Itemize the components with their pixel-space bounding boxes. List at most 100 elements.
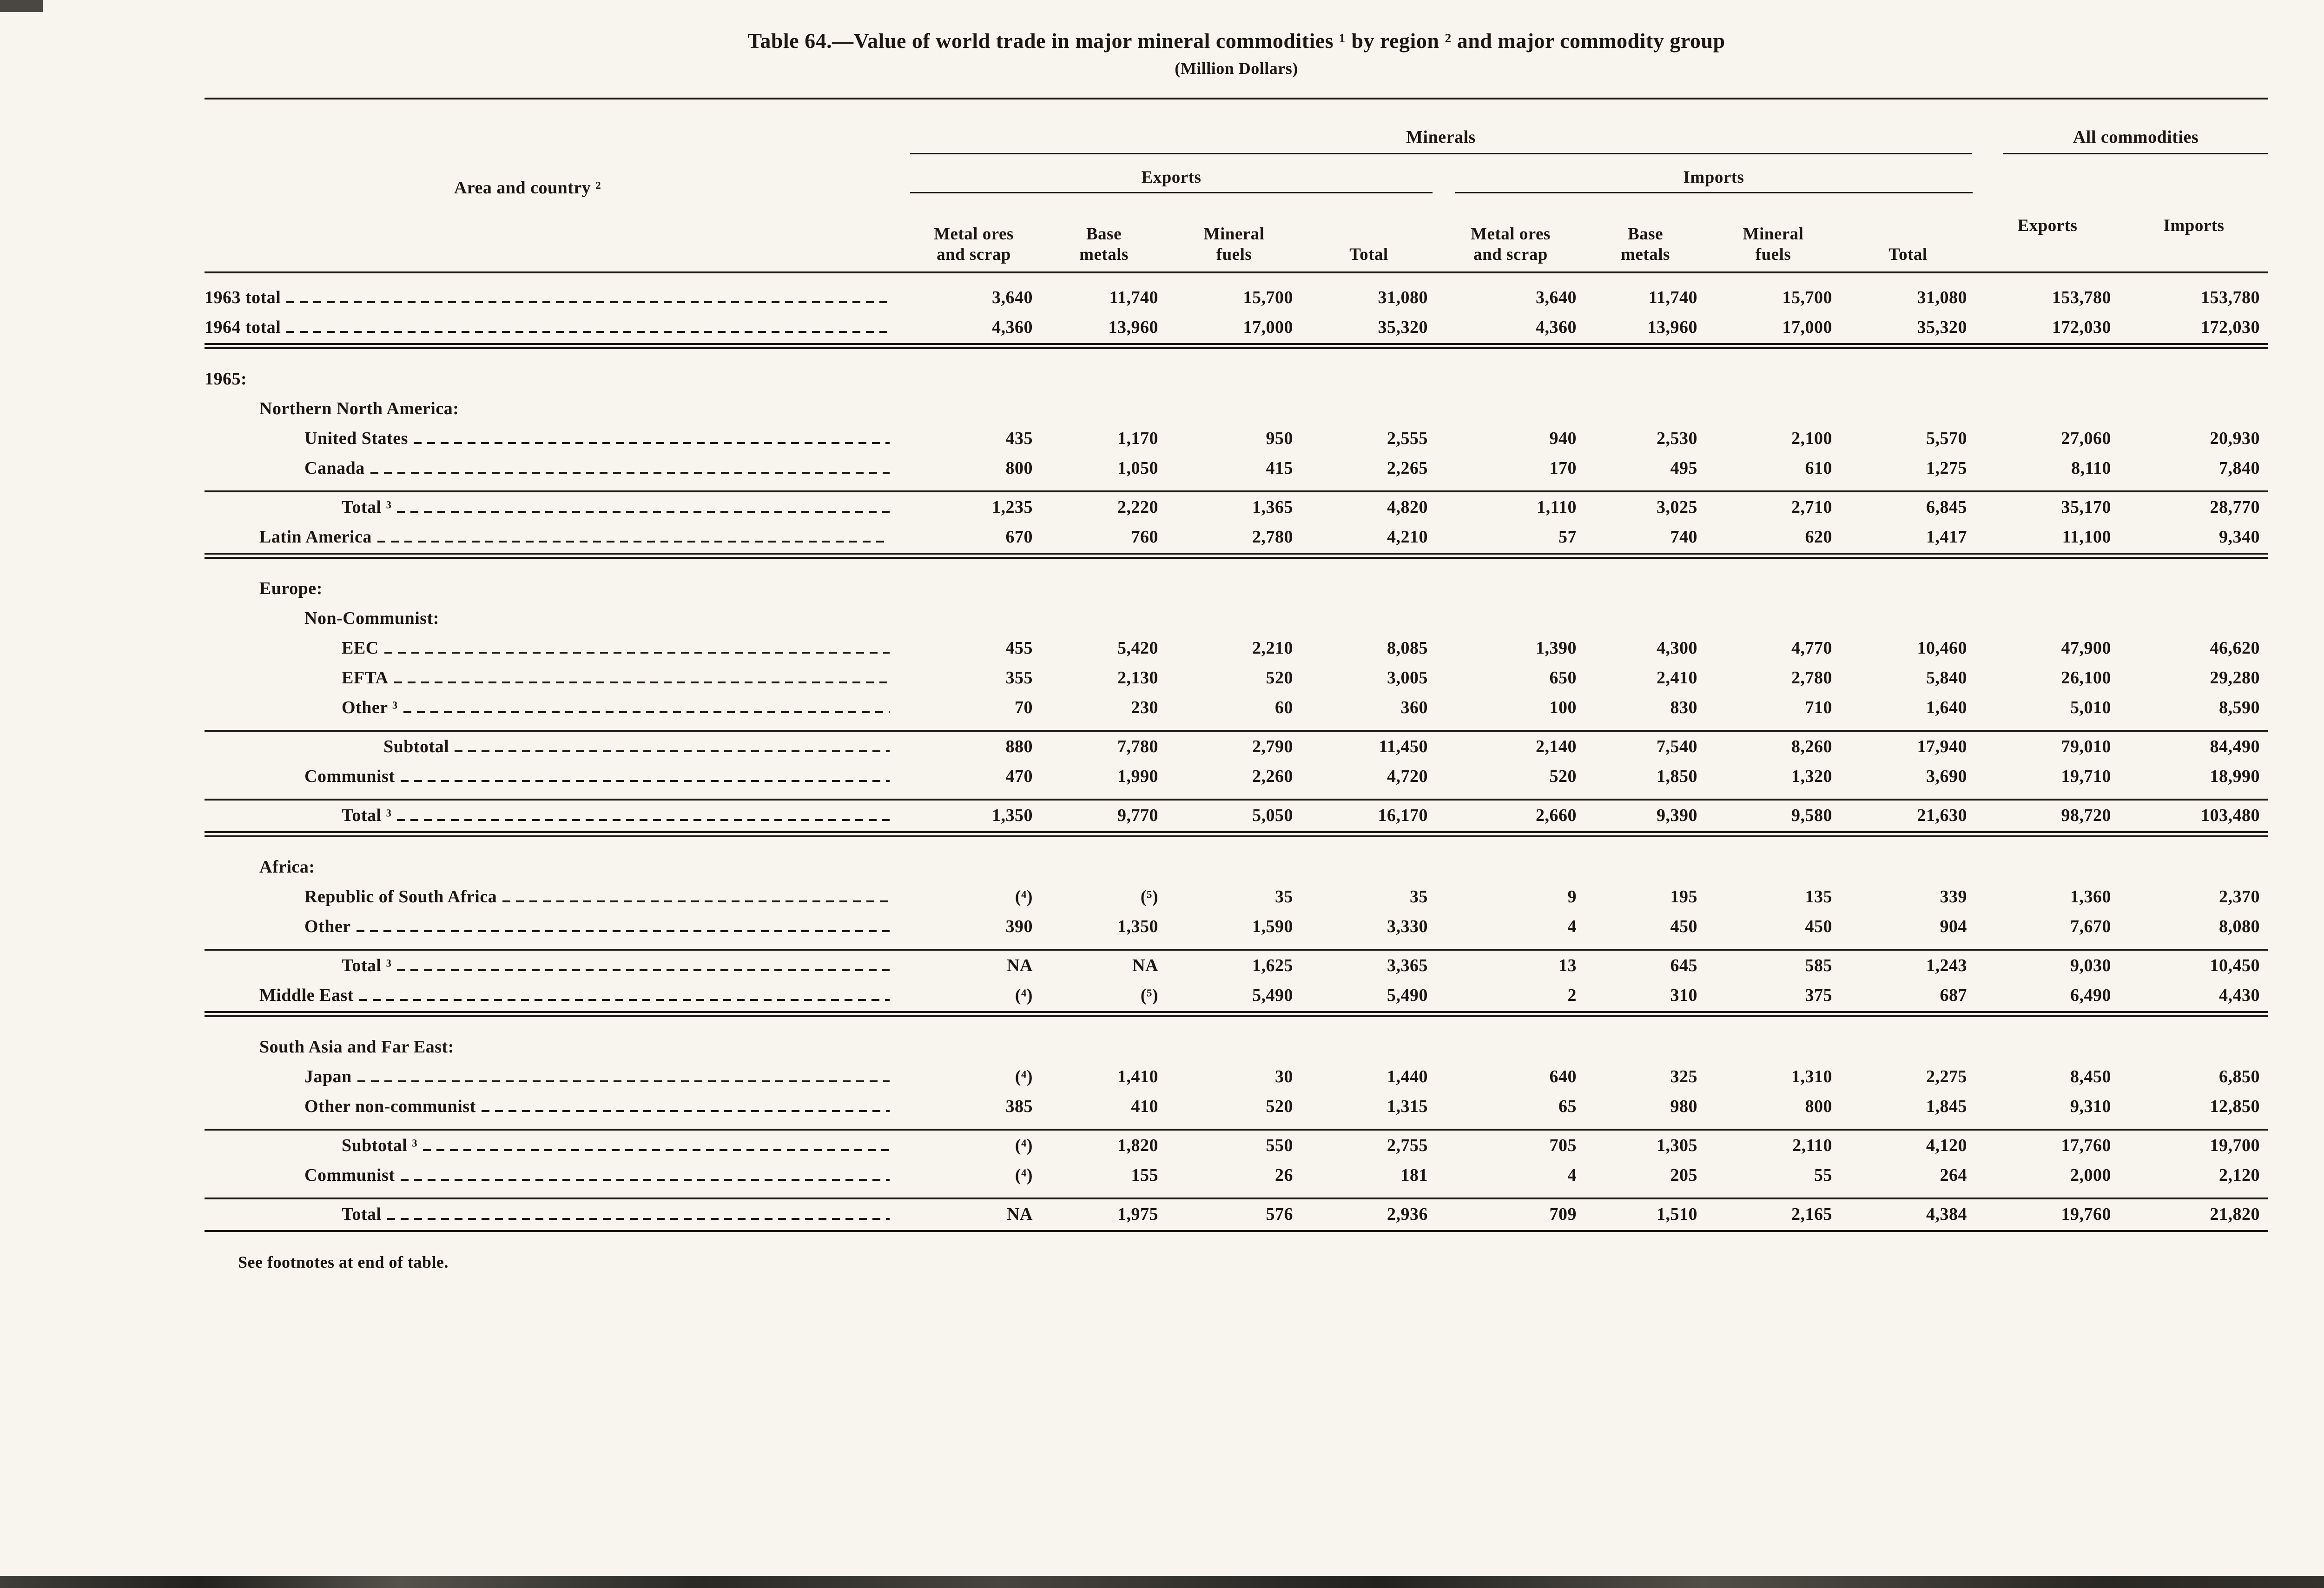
cell-value: 2,220 (1117, 497, 1158, 517)
subgroup-header-imports: Imports (1455, 167, 1973, 193)
cell-value: 390 (1005, 917, 1033, 936)
cell-value: 4,360 (1536, 318, 1577, 337)
table-row: Total ³ 1,235 2,220 1,365 4,820 1,110 3,025 2,7… (205, 490, 2268, 522)
leader-dashes (286, 331, 890, 333)
table-row: Other ³ 70 230 60 360 100 830 710 1,640 5,010 8,59… (205, 693, 2268, 722)
cell-value: 4 (1567, 1165, 1577, 1185)
cell-value: 2,265 (1387, 458, 1428, 478)
cell-value: 60 (1275, 698, 1293, 717)
cell-value: 4,820 (1387, 497, 1428, 517)
cell-value: 1,110 (1537, 497, 1577, 517)
leader-dashes (370, 472, 890, 474)
cell-value: 55 (1814, 1165, 1832, 1185)
cell-value: 904 (1940, 917, 1967, 936)
cell-value: 4,120 (1926, 1136, 1967, 1155)
cell-value: 3,640 (992, 288, 1033, 307)
page-title: Table 64.—Value of world trade in major … (747, 29, 1725, 53)
cell-value: NA (1007, 956, 1033, 975)
cell-value: 35 (1410, 887, 1428, 906)
row-label-cell: 1964 total (205, 312, 906, 342)
cell-value: 339 (1940, 887, 1967, 906)
row-label: Total ³ (342, 956, 392, 975)
row-label: South Asia and Far East: (259, 1037, 454, 1057)
row-label: Total ³ (342, 806, 392, 825)
cell-value: 7,540 (1657, 737, 1697, 756)
cell-value: 30 (1275, 1067, 1293, 1086)
leader-dashes (502, 900, 890, 902)
cell-value: 495 (1670, 458, 1697, 478)
cell-value: 31,080 (1378, 288, 1428, 307)
cell-value: 16,170 (1378, 806, 1428, 825)
cell-value: 195 (1670, 887, 1697, 906)
cell-value: 520 (1266, 1097, 1293, 1116)
group-header-minerals: Minerals (910, 127, 1972, 154)
cell-value: 155 (1131, 1165, 1158, 1185)
cell-value: 135 (1805, 887, 1832, 906)
column-header-metal-ores-imports: Metal ores and scrap (1471, 225, 1551, 264)
cell-value: 1,625 (1252, 956, 1293, 975)
row-label: Africa: (259, 857, 315, 877)
cell-value: 8,450 (2070, 1067, 2111, 1086)
group-header-all-commodities: All commodities (2003, 127, 2268, 154)
cell-value: 103,480 (2201, 806, 2260, 825)
cell-value: 709 (1549, 1204, 1577, 1224)
leader-dashes (400, 1179, 890, 1181)
cell-value: 2,110 (1792, 1136, 1832, 1155)
cell-value: 1,170 (1117, 429, 1158, 448)
row-label: Middle East (259, 986, 354, 1005)
cell-value: 47,900 (2061, 638, 2111, 658)
cell-value: 17,000 (1243, 318, 1293, 337)
cell-value: 415 (1266, 458, 1293, 478)
cell-value: 800 (1805, 1097, 1832, 1116)
cell-value: 21,630 (1917, 806, 1967, 825)
cell-value: 360 (1400, 698, 1428, 717)
row-label-cell: EEC (205, 633, 906, 663)
table-header: Area and country ² Minerals All commodit… (205, 98, 2268, 273)
cell-value: 11,740 (1648, 288, 1697, 307)
leader-dashes (413, 442, 890, 444)
cell-value: 2,210 (1252, 638, 1293, 658)
leader-dashes (403, 711, 890, 713)
cell-value: 6,845 (1926, 497, 1967, 517)
cell-value: 4,360 (992, 318, 1033, 337)
section-row: 1965: (205, 364, 2268, 394)
cell-value: 9,390 (1657, 806, 1697, 825)
table-row: Republic of South Africa (⁴) (⁵) 35 35 9 195 13… (205, 882, 2268, 912)
cell-value: 20,930 (2210, 429, 2260, 448)
cell-value: 2,755 (1387, 1136, 1428, 1155)
row-label: Latin America (259, 527, 372, 547)
table-row: Subtotal ³ (⁴) 1,820 550 2,755 705 1,305 2,110 4… (205, 1129, 2268, 1160)
cell-value: 9,340 (2219, 527, 2260, 547)
cell-value: 2,555 (1387, 429, 1428, 448)
cell-value: 35,170 (2061, 497, 2111, 517)
cell-value: 670 (1005, 527, 1033, 547)
cell-value: 1,510 (1657, 1204, 1697, 1224)
cell-value: 4,210 (1387, 527, 1428, 547)
row-label-cell: Other ³ (205, 693, 906, 722)
cell-value: NA (1132, 956, 1158, 975)
cell-value: 84,490 (2210, 737, 2260, 756)
leader-dashes (455, 750, 890, 752)
row-label-cell: South Asia and Far East: (205, 1032, 906, 1062)
cell-value: 2,100 (1791, 429, 1832, 448)
cell-value: 1,050 (1117, 458, 1158, 478)
cell-value: 2,710 (1791, 497, 1832, 517)
row-label-cell: Canada (205, 453, 906, 483)
cell-value: 1,850 (1657, 767, 1697, 786)
table-row: Other 390 1,350 1,590 3,330 4 450 450 904 7,670 8,… (205, 912, 2268, 941)
cell-value: 19,700 (2210, 1136, 2260, 1155)
cell-value: 410 (1131, 1097, 1158, 1116)
cell-value: 1,365 (1252, 497, 1293, 517)
cell-value: 1,410 (1117, 1067, 1158, 1086)
cell-value: 46,620 (2210, 638, 2260, 658)
cell-value: 470 (1005, 767, 1033, 786)
cell-value: 13 (1558, 956, 1577, 975)
row-label-cell: Communist (205, 1160, 906, 1190)
title-block: Table 64.—Value of world trade in major … (205, 27, 2268, 79)
cell-value: 5,420 (1117, 638, 1158, 658)
row-label: Communist (304, 767, 395, 786)
data-table: Area and country ² Minerals All commodit… (205, 98, 2268, 1232)
cell-value: 450 (1805, 917, 1832, 936)
row-label-cell: Communist (205, 761, 906, 791)
table-body: 1963 total 3,640 11,740 15,700 31,080 3,640 11… (205, 273, 2268, 1232)
